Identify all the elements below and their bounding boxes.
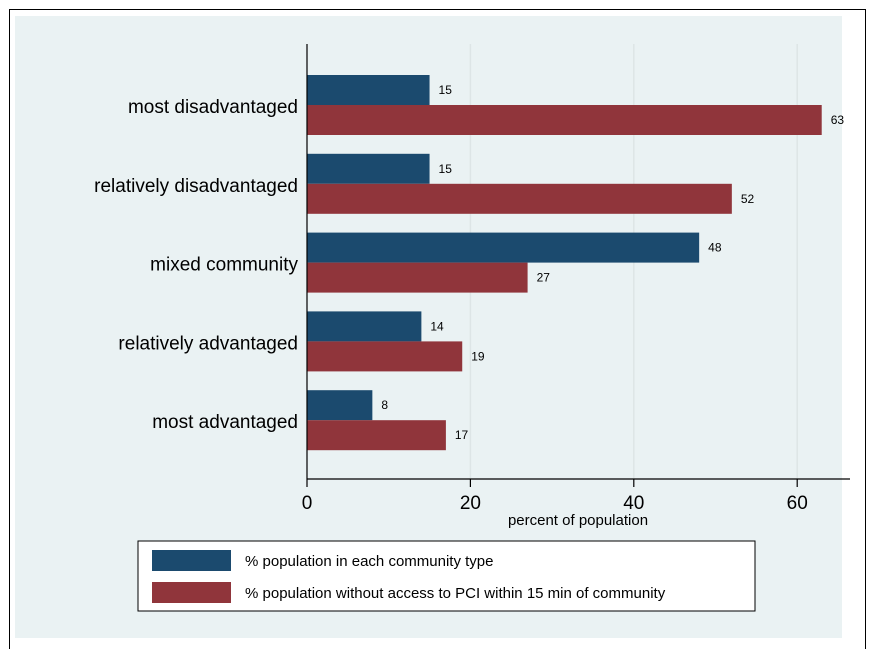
x-tick-label: 40 xyxy=(623,493,644,514)
x-ticks: 0 20 40 60 xyxy=(302,479,808,514)
bar-0 xyxy=(307,311,422,342)
bar-0 xyxy=(307,153,430,184)
legend-label-1: % population without access to PCI withi… xyxy=(245,585,666,602)
data-label: 52 xyxy=(741,192,755,206)
category-label: mixed community xyxy=(150,255,298,276)
category-label: relatively disadvantaged xyxy=(94,176,298,197)
bar-1 xyxy=(307,420,446,451)
legend-swatch-0 xyxy=(152,550,231,571)
category-labels: most disadvantaged relatively disadvantag… xyxy=(94,97,298,433)
data-label: 8 xyxy=(381,398,388,412)
legend-label-0: % population in each community type xyxy=(245,553,493,570)
category-label: most advantaged xyxy=(152,412,298,433)
axes xyxy=(306,44,850,480)
x-axis-title: percent of population xyxy=(508,512,648,529)
bar-1 xyxy=(307,183,732,214)
data-label: 14 xyxy=(430,319,444,333)
category-label: relatively advantaged xyxy=(118,333,298,354)
bar-0 xyxy=(307,75,430,105)
legend-swatch-1 xyxy=(152,582,231,603)
category-label: most disadvantaged xyxy=(128,97,298,118)
x-tick-label: 0 xyxy=(302,493,313,514)
legend: % population in each community type % po… xyxy=(137,540,756,612)
bars: 15 63 15 52 48 27 14 19 8 17 xyxy=(307,75,845,451)
bar-0 xyxy=(307,232,700,263)
data-label: 63 xyxy=(831,113,845,127)
data-label: 19 xyxy=(471,349,485,363)
bar-0 xyxy=(307,390,373,421)
x-tick-label: 60 xyxy=(787,493,808,514)
data-label: 17 xyxy=(455,428,469,442)
x-tick-label: 20 xyxy=(460,493,481,514)
data-label: 15 xyxy=(439,83,453,97)
bar-1 xyxy=(307,341,463,372)
data-label: 27 xyxy=(537,271,551,285)
bar-1 xyxy=(307,105,822,135)
data-label: 15 xyxy=(439,162,453,176)
legend-box xyxy=(137,540,756,612)
bar-1 xyxy=(307,262,528,293)
data-label: 48 xyxy=(708,241,722,255)
